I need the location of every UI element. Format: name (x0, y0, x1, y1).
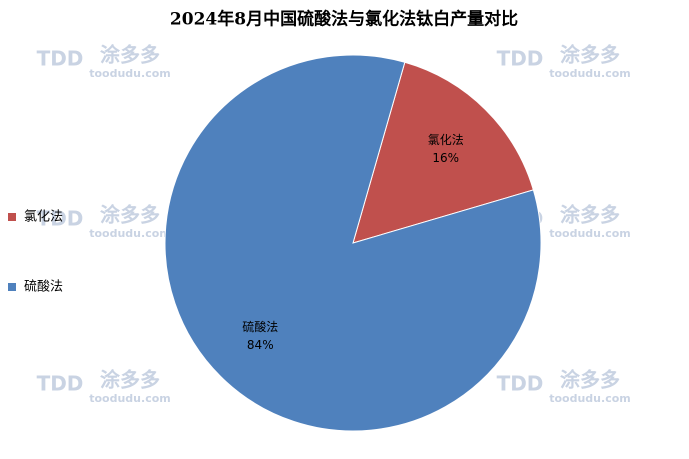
watermark-url: toodudu.com (549, 392, 631, 405)
slice-category-label: 氯化法 (428, 133, 464, 147)
watermark-url: toodudu.com (549, 227, 631, 240)
watermark-name: 涂多多 (100, 368, 160, 392)
slice-value-label: 84% (247, 338, 274, 352)
watermark-url: toodudu.com (89, 392, 171, 405)
chart-title: 2024年8月中国硫酸法与氯化法钛白产量对比 (170, 9, 518, 30)
watermark-url: toodudu.com (549, 67, 631, 80)
watermark-name: 涂多多 (560, 368, 620, 392)
pie-slice (164, 54, 542, 432)
watermark-logo: TDD (37, 372, 84, 396)
watermark-url: toodudu.com (89, 227, 171, 240)
watermark-logo: TDD (497, 47, 544, 71)
legend-swatch (8, 283, 16, 291)
legend-label: 硫酸法 (24, 280, 63, 295)
legend-label: 氯化法 (24, 210, 63, 225)
watermark-logo: TDD (37, 47, 84, 71)
pie-slice (352, 61, 534, 244)
watermark-name: 涂多多 (100, 43, 160, 67)
watermark-name: 涂多多 (560, 203, 620, 227)
watermark-name: 涂多多 (560, 43, 620, 67)
watermark-name: 涂多多 (100, 203, 160, 227)
watermark-logo: TDD (37, 207, 84, 231)
watermark-url: toodudu.com (89, 67, 171, 80)
legend-swatch (8, 213, 16, 221)
slice-category-label: 硫酸法 (242, 319, 278, 334)
watermark-logo: TDD (497, 372, 544, 396)
slice-value-label: 16% (432, 151, 459, 165)
